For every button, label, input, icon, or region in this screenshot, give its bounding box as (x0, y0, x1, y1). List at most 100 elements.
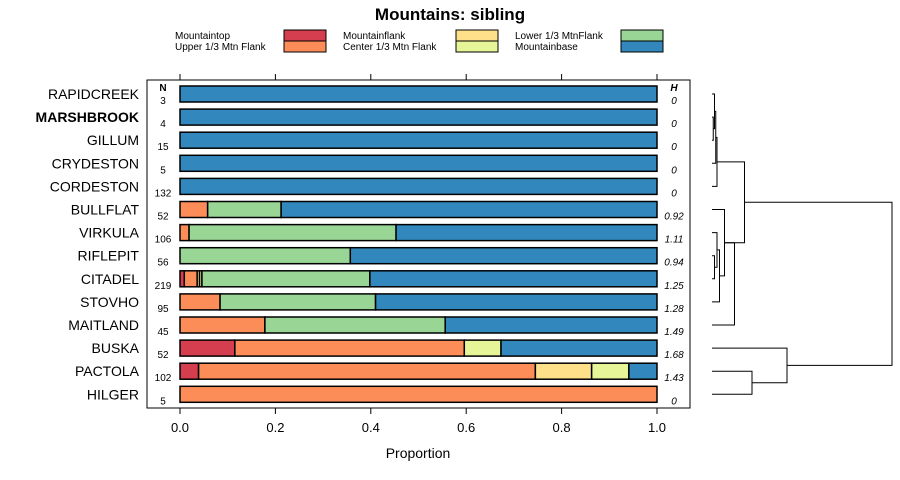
bar-pactola-upper-1-3-mtn-flank (197, 362, 537, 380)
legend-label-lower-1-3-mtnflank: Lower 1/3 MtnFlank (515, 31, 604, 42)
h-column-header: H (670, 83, 678, 94)
x-tick-label-5: 1.0 (648, 420, 666, 435)
legend-swatch-mountainbase (620, 40, 664, 53)
legend-label-upper-1-3-mtn-flank: Upper 1/3 Mtn Flank (175, 42, 267, 53)
x-axis: 0.0 0.2 0.4 0.6 0.8 1.0 (171, 74, 666, 435)
site-label-cordeston: CORDESTON (50, 178, 139, 194)
plot-frame (146, 79, 691, 409)
h-value-gillum: 0 (671, 142, 677, 153)
legend-label-mountainflank: Mountainflank (343, 31, 406, 42)
h-value-bullflat: 0.92 (664, 212, 684, 223)
h-value-rapidcreek: 0 (671, 96, 677, 107)
bar-virkula-upper-1-3-mtn-flank (179, 223, 190, 242)
bar-buska-center-1-3-mtn-flank (463, 339, 502, 357)
n-value-stovho: 95 (157, 304, 169, 315)
n-value-crydeston: 5 (160, 165, 166, 176)
bar-buska-upper-1-3-mtn-flank (234, 339, 466, 357)
site-label-marshbrook: MARSHBROOK (36, 109, 139, 125)
bar-bullflat-mountainbase (280, 200, 658, 219)
legend-swatch-lower-1-3-mtnflank (620, 29, 664, 42)
bar-bullflat-lower-1-3-mtnflank (206, 200, 282, 219)
bar-buska-mountainbase (500, 339, 658, 357)
n-value-pactola: 102 (155, 373, 172, 384)
h-value-pactola: 1.43 (664, 373, 684, 384)
bar-buska-mountaintop (179, 339, 236, 357)
h-value-virkula: 1.11 (665, 235, 684, 246)
bar-bullflat-upper-1-3-mtn-flank (179, 200, 209, 219)
bar-rapidcreek-mountainbase (179, 85, 658, 103)
n-value-citadel: 219 (155, 281, 172, 292)
legend-label-mountainbase: Mountainbase (515, 42, 578, 53)
bar-virkula-lower-1-3-mtnflank (188, 223, 397, 242)
bar-citadel-mountainbase (369, 270, 658, 288)
h-value-buska: 1.68 (664, 350, 684, 361)
bar-maitland-mountainbase (444, 316, 658, 334)
h-value-hilger: 0 (671, 396, 677, 407)
n-column-header: N (159, 83, 166, 94)
dendrogram-merge-2 (712, 110, 717, 164)
legend-swatch-mountainflank (455, 29, 499, 42)
h-value-stovho: 1.28 (664, 304, 684, 315)
site-label-citadel: CITADEL (81, 271, 139, 287)
site-label-bullflat: BULLFLAT (71, 202, 140, 218)
x-tick-label-1: 0.2 (266, 420, 284, 435)
h-value-riflepit: 0.94 (664, 258, 684, 269)
site-label-crydeston: CRYDESTON (52, 155, 139, 171)
site-label-maitland: MAITLAND (68, 317, 139, 333)
n-value-riflepit: 56 (157, 258, 169, 269)
legend-swatch-upper-1-3-mtn-flank (283, 40, 327, 53)
bar-stovho-upper-1-3-mtn-flank (179, 293, 221, 311)
dendrogram-merge-6 (712, 249, 720, 303)
legend-swatch-mountaintop (283, 29, 327, 42)
n-value-rapidcreek: 3 (160, 96, 166, 107)
bar-maitland-upper-1-3-mtn-flank (179, 316, 266, 334)
n-value-hilger: 5 (160, 396, 166, 407)
site-label-riflepit: RIFLEPIT (78, 248, 140, 264)
bar-hilger-upper-1-3-mtn-flank (179, 385, 658, 404)
bar-riflepit-lower-1-3-mtnflank (179, 246, 352, 265)
dendrogram-merge-4 (712, 255, 715, 280)
dendrogram-merge-8 (717, 161, 745, 244)
bar-citadel-lower-1-3-mtnflank (201, 270, 371, 288)
x-tick-label-3: 0.6 (457, 420, 475, 435)
bar-gillum-mountainbase (179, 131, 658, 149)
h-value-cordeston: 0 (671, 188, 677, 199)
dendrogram-merge-0 (712, 116, 714, 141)
bar-crydeston-mountainbase (179, 154, 658, 173)
site-label-virkula: VIRKULA (79, 225, 140, 241)
rows-group: RAPIDCREEK 3 0 MARSHBROOK 4 0 GILLUM 15 0 CRYDEST… (36, 85, 684, 407)
dendrogram-merge-9 (712, 370, 753, 395)
bar-pactola-mountainbase (628, 362, 658, 380)
bar-cordeston-mountainbase (179, 177, 658, 196)
x-tick-label-4: 0.8 (553, 420, 571, 435)
dendrogram-merge-7 (712, 209, 725, 277)
h-value-crydeston: 0 (671, 165, 677, 176)
bar-stovho-mountainbase (374, 293, 658, 311)
chart-title: Mountains: sibling (375, 5, 525, 24)
legend-label-mountaintop: Mountaintop (175, 31, 230, 42)
bar-stovho-lower-1-3-mtnflank (219, 293, 377, 311)
legend-swatch-center-1-3-mtn-flank (455, 40, 499, 53)
site-label-rapidcreek: RAPIDCREEK (48, 86, 140, 102)
bar-pactola-mountaintop (179, 362, 200, 380)
legend-label-center-1-3-mtn-flank: Center 1/3 Mtn Flank (343, 42, 437, 53)
n-value-maitland: 45 (157, 327, 169, 338)
n-value-bullflat: 52 (157, 212, 169, 223)
x-tick-label-0: 0.0 (171, 420, 189, 435)
bar-marshbrook-mountainbase (179, 108, 658, 126)
site-label-gillum: GILLUM (87, 132, 139, 148)
bar-riflepit-mountainbase (349, 246, 658, 265)
bar-citadel-upper-1-3-mtn-flank (183, 270, 198, 288)
site-label-pactola: PACTOLA (75, 363, 140, 379)
site-label-buska: BUSKA (92, 340, 140, 356)
dendrogram-merge-11 (712, 242, 735, 326)
bar-pactola-mountainflank (534, 362, 593, 380)
site-label-stovho: STOVHO (80, 294, 139, 310)
dendrogram-merge-12 (744, 201, 893, 366)
h-value-maitland: 1.49 (664, 327, 684, 338)
n-value-gillum: 15 (157, 142, 169, 153)
n-value-cordeston: 132 (155, 188, 172, 199)
dendrogram (712, 93, 893, 395)
